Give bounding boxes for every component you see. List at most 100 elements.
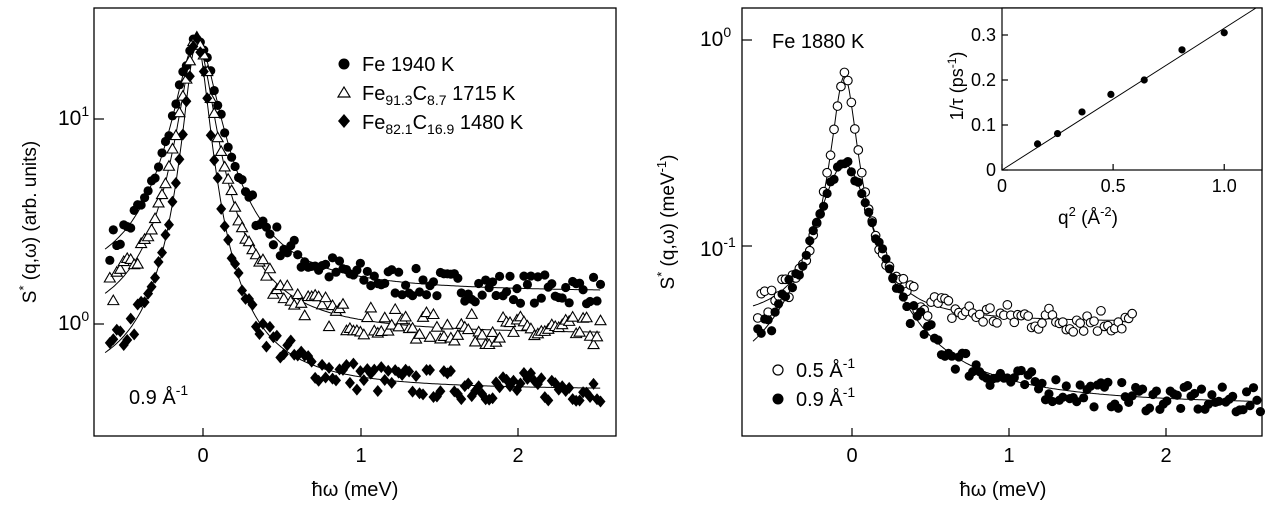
data-point <box>867 218 877 228</box>
data-point <box>202 92 213 105</box>
data-point <box>1176 403 1186 414</box>
left-xtick-label-2: 2 <box>512 445 523 467</box>
inset-ytick-label: 0.3 <box>971 25 996 45</box>
data-point <box>228 200 242 212</box>
data-point <box>947 351 957 361</box>
data-point <box>264 320 275 333</box>
data-point <box>388 302 402 314</box>
data-point <box>380 278 390 288</box>
data-point <box>150 173 160 183</box>
left-plot-frame <box>93 7 617 437</box>
data-point <box>268 240 278 250</box>
data-point <box>494 381 505 394</box>
data-point <box>386 376 397 389</box>
data-point <box>235 221 249 233</box>
data-point <box>1078 326 1089 336</box>
right-xtick-label-2: 2 <box>1160 445 1171 467</box>
data-point <box>1189 388 1200 399</box>
inset-xtick-label: 0 <box>997 176 1007 196</box>
data-point <box>216 202 227 215</box>
data-point <box>213 100 223 110</box>
data-point <box>585 296 595 307</box>
data-point <box>566 310 580 322</box>
data-point <box>428 277 439 287</box>
data-point <box>1245 401 1255 411</box>
data-point <box>336 297 350 309</box>
data-point <box>157 246 168 259</box>
data-point <box>864 207 874 217</box>
data-point <box>397 290 407 300</box>
data-point <box>211 131 225 143</box>
data-point <box>465 307 479 319</box>
legend-marker-q09 <box>772 393 784 405</box>
data-point <box>136 200 146 210</box>
data-point <box>588 272 599 282</box>
data-point <box>853 177 863 187</box>
data-point <box>916 307 926 317</box>
data-point <box>143 186 153 196</box>
data-point <box>294 296 308 308</box>
data-point <box>588 377 599 390</box>
data-point <box>508 294 519 305</box>
data-point <box>1072 397 1082 407</box>
data-point <box>1127 391 1137 401</box>
left-xtick-label-1: 1 <box>355 445 366 467</box>
data-point <box>812 217 822 227</box>
data-point <box>146 280 157 293</box>
data-point <box>278 348 289 361</box>
inset-fit-line <box>1001 7 1257 171</box>
data-point <box>1127 308 1138 319</box>
legend-marker-fe <box>338 58 350 70</box>
data-point <box>968 367 978 377</box>
data-point <box>385 318 399 330</box>
data-point <box>488 277 498 287</box>
data-point <box>856 167 867 178</box>
data-point <box>819 201 829 211</box>
data-point <box>150 271 161 284</box>
data-point <box>533 272 543 282</box>
data-point <box>529 298 539 308</box>
data-point <box>399 310 413 322</box>
right-series-q09-points <box>753 156 1266 417</box>
data-point <box>148 212 162 224</box>
data-point <box>293 250 303 260</box>
data-point <box>125 312 136 325</box>
data-point <box>411 263 421 274</box>
data-point <box>172 106 186 118</box>
left-q-annotation: 0.9 Å-1 <box>129 382 188 409</box>
data-point <box>108 333 119 346</box>
data-point <box>105 255 115 265</box>
inset-points <box>1033 29 1228 148</box>
data-point <box>1183 381 1193 391</box>
inset-data-point <box>1178 46 1186 54</box>
data-point <box>1020 379 1030 390</box>
data-point <box>247 190 258 200</box>
left-series-fe91-points <box>103 30 607 350</box>
data-point <box>414 287 425 297</box>
data-point <box>324 272 334 282</box>
data-point <box>1037 318 1047 329</box>
data-point <box>1162 396 1172 406</box>
data-point <box>322 319 336 332</box>
data-point <box>209 85 219 96</box>
data-point <box>578 285 588 295</box>
data-point <box>166 142 179 154</box>
data-point <box>188 40 199 53</box>
right-ytick-label-1: 100 <box>700 24 731 51</box>
data-point <box>424 363 435 376</box>
right-xtick-label-0: 0 <box>846 445 857 467</box>
data-point <box>1117 377 1127 388</box>
data-point <box>1075 380 1085 390</box>
data-point <box>170 177 181 190</box>
data-point <box>358 374 369 387</box>
data-point <box>113 262 127 274</box>
inset-ytick-label: 0.2 <box>971 70 996 90</box>
legend-marker-q05 <box>772 364 784 376</box>
data-point <box>501 287 512 297</box>
data-point <box>1044 389 1054 399</box>
data-point <box>561 282 571 293</box>
data-point <box>272 222 282 232</box>
data-point <box>805 236 815 246</box>
data-point <box>1207 390 1217 400</box>
inset-data-point <box>1053 129 1062 138</box>
